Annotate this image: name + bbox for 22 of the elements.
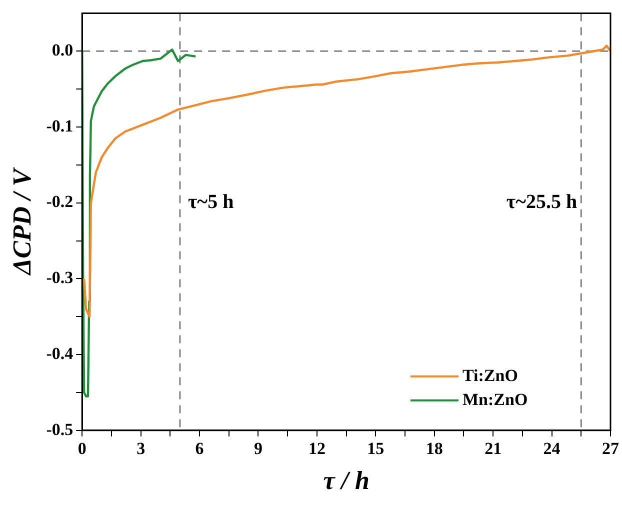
- x-axis-title: τ / h: [323, 466, 370, 496]
- y-tick-label: 0.0: [52, 40, 74, 60]
- annotation: τ~25.5 h: [506, 191, 578, 214]
- x-tick-label: 9: [254, 438, 262, 458]
- x-tick-label: 0: [78, 438, 86, 458]
- x-tick-label: 15: [367, 438, 384, 458]
- y-tick-label: -0.4: [46, 344, 74, 363]
- legend-label: Mn:ZnO: [462, 390, 528, 409]
- y-tick-label: -0.5: [46, 420, 74, 439]
- x-tick-label: 18: [426, 438, 443, 458]
- y-tick-label: -0.2: [46, 192, 74, 212]
- x-tick-label: 12: [308, 438, 326, 458]
- y-axis-title: ΔCPD / V: [7, 166, 36, 276]
- x-tick-label: 24: [543, 438, 561, 458]
- x-tick-label: 3: [136, 438, 146, 458]
- x-tick-label: 21: [484, 438, 502, 458]
- y-tick-label: -0.3: [46, 268, 74, 288]
- legend-label: Ti:ZnO: [462, 366, 518, 385]
- x-tick-label: 27: [602, 438, 620, 458]
- y-tick-label: -0.1: [46, 116, 74, 136]
- x-tick-label: 6: [195, 438, 204, 458]
- annotation: τ~5 h: [188, 191, 234, 214]
